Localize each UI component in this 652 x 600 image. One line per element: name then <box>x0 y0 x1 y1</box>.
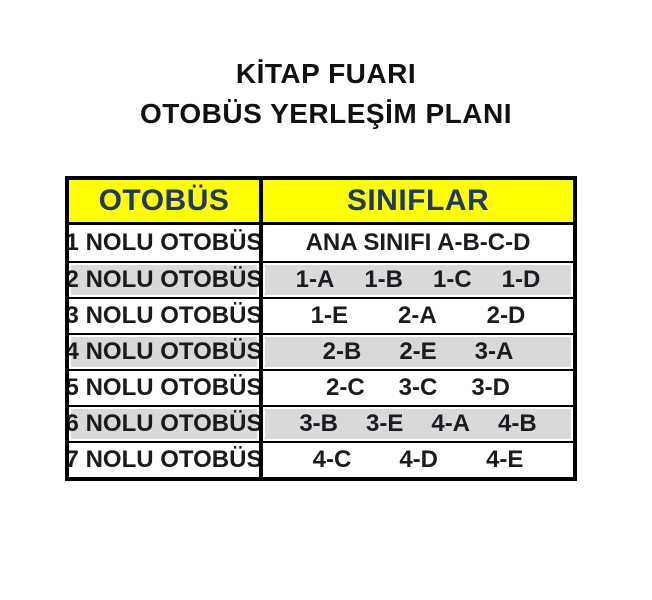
class-code: 3-A <box>474 338 514 365</box>
class-code: 3-E <box>365 410 404 437</box>
table-header-row: OTOBÜS SINIFLAR <box>69 180 573 225</box>
classes-cell: 4-C 4-D 4-E <box>263 443 573 477</box>
bus-cell: 2 NOLU OTOBÜS <box>69 263 263 297</box>
class-code: 2-C <box>325 374 365 401</box>
bus-cell: 7 NOLU OTOBÜS <box>69 443 263 477</box>
classes-cell: 1-E 2-A 2-D <box>263 299 573 333</box>
class-code: 2-B <box>322 338 362 365</box>
table-row-1: 1 NOLU OTOBÜS ANA SINIFI A-B-C-D <box>69 225 573 261</box>
bus-cell: 5 NOLU OTOBÜS <box>69 371 263 405</box>
bus-cell: 6 NOLU OTOBÜS <box>69 407 263 441</box>
class-code: 4-C <box>312 446 352 473</box>
class-code: 1-C <box>433 266 472 293</box>
class-code: 3-C <box>398 374 438 401</box>
classes-cell: 3-B 3-E 4-A 4-B <box>263 407 573 441</box>
page-title-line-1: KİTAP FUARI <box>235 58 417 89</box>
table-row-2: 2 NOLU OTOBÜS 1-A 1-B 1-C 1-D <box>69 261 573 297</box>
page-title: KİTAP FUARI OTOBÜS YERLEŞİM PLANI <box>0 54 652 134</box>
class-code: 2-A <box>398 302 437 329</box>
column-header-otobus: OTOBÜS <box>69 180 263 222</box>
bus-assignment-table: OTOBÜS SINIFLAR 1 NOLU OTOBÜS ANA SINIFI… <box>65 176 577 481</box>
class-code: 4-B <box>498 410 537 437</box>
class-code: ANA SINIFI A-B-C-D <box>305 229 531 256</box>
table-row-5: 5 NOLU OTOBÜS 2-C 3-C 3-D <box>69 369 573 405</box>
class-code: 1-B <box>364 266 403 293</box>
class-code: 4-E <box>485 446 524 473</box>
class-code: 4-A <box>431 410 471 437</box>
classes-cell: 2-B 2-E 3-A <box>263 335 573 369</box>
bus-cell: 1 NOLU OTOBÜS <box>69 225 263 261</box>
class-code: 1-E <box>310 302 348 329</box>
class-code: 1-A <box>295 266 335 293</box>
classes-cell: 1-A 1-B 1-C 1-D <box>263 263 573 297</box>
page-title-line-2: OTOBÜS YERLEŞİM PLANI <box>140 98 512 129</box>
column-header-siniflar: SINIFLAR <box>263 180 573 222</box>
bus-cell: 4 NOLU OTOBÜS <box>69 335 263 369</box>
table-row-6: 6 NOLU OTOBÜS 3-B 3-E 4-A 4-B <box>69 405 573 441</box>
class-code: 3-B <box>299 410 338 437</box>
bus-cell: 3 NOLU OTOBÜS <box>69 299 263 333</box>
class-code: 2-D <box>486 302 526 329</box>
classes-cell: 2-C 3-C 3-D <box>263 371 573 405</box>
table-row-7: 7 NOLU OTOBÜS 4-C 4-D 4-E <box>69 441 573 477</box>
table-row-4: 4 NOLU OTOBÜS 2-B 2-E 3-A <box>69 333 573 369</box>
class-code: 1-D <box>501 266 541 293</box>
class-code: 4-D <box>399 446 438 473</box>
class-code: 2-E <box>399 338 437 365</box>
class-code: 3-D <box>471 374 510 401</box>
table-row-3: 3 NOLU OTOBÜS 1-E 2-A 2-D <box>69 297 573 333</box>
classes-cell: ANA SINIFI A-B-C-D <box>263 225 573 261</box>
